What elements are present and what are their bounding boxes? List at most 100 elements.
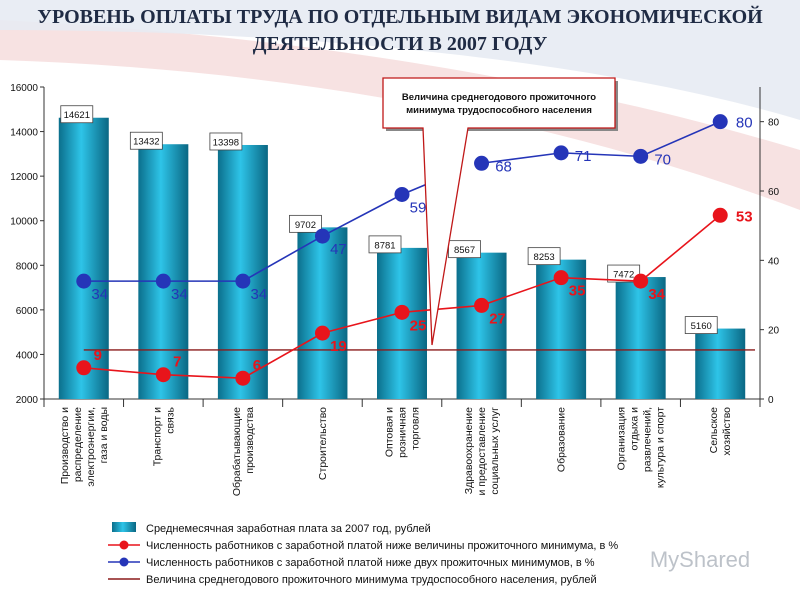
series-point-label: 19 (330, 338, 347, 355)
bar-value-label: 9702 (295, 220, 316, 231)
series-point-label: 47 (330, 241, 347, 258)
bar (58, 117, 109, 400)
legend-label: Величина среднегодового прожиточного мин… (146, 574, 597, 586)
category-label-line: хозяйство (721, 407, 733, 456)
category-label-line: культура и спорт (655, 407, 667, 488)
bar-value-box (209, 132, 243, 151)
page-title: УРОВЕНЬ ОПЛАТЫ ТРУДА ПО ОТДЕЛЬНЫМ ВИДАМ … (37, 6, 763, 55)
series-point (553, 270, 569, 286)
series-point-label: 59 (410, 199, 427, 216)
legend: Среднемесячная заработная плата за 2007 … (108, 522, 618, 586)
series-point-label: 34 (648, 286, 665, 303)
series-point (155, 367, 171, 383)
category-label-line: социальных услуг (489, 407, 501, 495)
series-point (633, 148, 649, 164)
series-point (314, 228, 330, 244)
category-label-line: Транспорт и (151, 407, 163, 466)
bar (456, 252, 507, 399)
chart-axes: 2000 4000 6000 8000 10000 12000 14000 16000 0 20 4… (10, 83, 779, 496)
bar-value-label: 8781 (374, 240, 395, 251)
bar (615, 277, 666, 399)
series-point (76, 273, 92, 289)
series-point (633, 273, 649, 289)
series-point-label: 27 (489, 310, 506, 327)
left-tick-label: 8000 (16, 261, 39, 272)
category-label-line: отдыха и (629, 407, 641, 451)
series-point-label: 34 (171, 286, 188, 303)
series-point-label: 25 (410, 317, 427, 334)
legend-label: Среднемесячная заработная плата за 2007 … (146, 523, 431, 535)
callout-text: минимума трудоспособного населения (406, 105, 592, 116)
annotation-callout: Величина среднегодового прожиточного мини… (382, 77, 618, 346)
bar (377, 247, 427, 399)
category-label: Образование (556, 407, 568, 472)
left-tick-label: 12000 (10, 172, 38, 183)
category-label: Здравоохранение и предоставление социальны… (463, 407, 501, 496)
series-point (235, 370, 251, 386)
series-point-label: 68 (495, 158, 512, 175)
series-point (474, 297, 490, 313)
category-label-line: Обрабатывающие (231, 407, 243, 496)
category-label-line: Организация (616, 407, 628, 470)
series-point (712, 207, 728, 223)
legend-swatch (119, 540, 129, 550)
bar-value-label: 13398 (213, 137, 239, 148)
bar-series: 14621 13432 13398 9702 8781 8567 8253 7472 5160 (58, 105, 746, 400)
category-label-line: Образование (556, 407, 568, 472)
category-label-line: Производство и (59, 407, 71, 484)
bar-value-label: 8253 (534, 252, 555, 263)
bar-value-box (289, 214, 322, 233)
category-label: Производство и распределение электроэнерги… (59, 407, 110, 487)
bar-value-label: 7472 (613, 270, 634, 281)
series-point (155, 273, 171, 289)
category-label-line: производства (244, 407, 256, 474)
series-point (394, 304, 410, 320)
legend-swatch (119, 557, 129, 567)
bar-value-box (684, 316, 718, 334)
bar-value-box (129, 131, 163, 150)
left-tick-label: 4000 (16, 350, 39, 361)
series-point (394, 186, 410, 202)
bar (695, 328, 746, 399)
left-tick-label: 10000 (10, 217, 38, 228)
legend-label: Численность работников с заработной плат… (146, 557, 595, 569)
series-point-label: 34 (251, 286, 268, 303)
series-point-label: 35 (569, 283, 586, 300)
category-label-line: распределение (72, 407, 84, 482)
series-point-label: 71 (575, 148, 592, 165)
series-point (314, 325, 330, 341)
category-label-line: Оптовая и (384, 407, 396, 457)
series-point-label: 53 (736, 208, 753, 225)
series-point-label: 6 (253, 357, 261, 374)
series-point (553, 145, 569, 161)
line-series: 9 7 6 19 25 27 35 34 53 34 34 34 47 59 68 71 70 80 (76, 114, 753, 386)
callout-box (382, 77, 616, 346)
bar-value-label: 14621 (64, 110, 90, 121)
bar-value-box (368, 235, 402, 254)
right-tick-label: 40 (768, 256, 780, 267)
series-point-label: 70 (654, 151, 671, 168)
series-point-label: 9 (94, 347, 102, 364)
category-label-line: Строительство (317, 407, 329, 480)
right-tick-label: 60 (768, 187, 780, 198)
bar (138, 144, 189, 399)
series-point (76, 360, 92, 376)
right-tick-label: 20 (768, 326, 780, 337)
legend-label: Численность работников с заработной плат… (146, 540, 618, 552)
left-tick-label: 2000 (16, 395, 39, 406)
category-label-line: электроэнергии, (85, 407, 97, 487)
bar-value-box (60, 105, 94, 124)
bar-value-box (527, 247, 561, 266)
watermark: MyShared (650, 547, 750, 572)
series-point (712, 114, 728, 130)
category-label-line: торговля (410, 407, 422, 450)
category-label-line: развлечений, (642, 407, 654, 472)
category-label: Обрабатывающие производства (231, 407, 256, 496)
category-label: Строительство (317, 407, 329, 480)
bar-value-box (607, 264, 641, 283)
right-tick-label: 0 (768, 395, 774, 406)
series-point-label: 7 (173, 354, 181, 371)
category-label-line: газа и воды (98, 407, 110, 463)
